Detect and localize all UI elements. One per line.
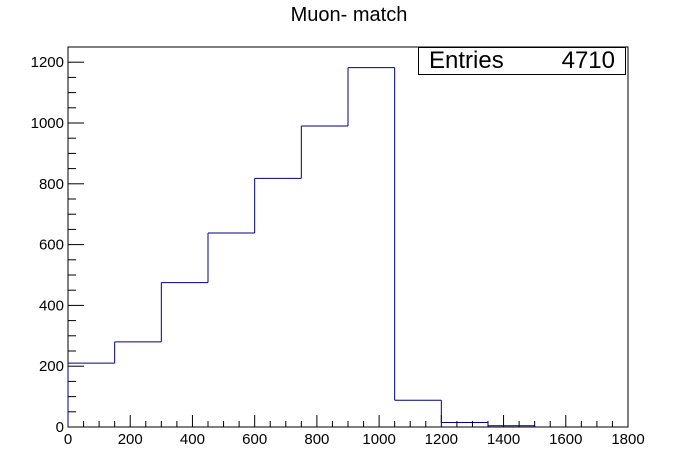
y-tick-label: 1200 <box>31 54 64 71</box>
x-tick-label: 1000 <box>362 431 395 448</box>
x-tick-label: 800 <box>304 431 329 448</box>
stats-label: Entries <box>429 47 504 74</box>
y-tick-label: 600 <box>39 237 64 254</box>
x-tick-label: 400 <box>180 431 205 448</box>
y-tick-label: 800 <box>39 176 64 193</box>
x-tick-label: 200 <box>118 431 143 448</box>
y-tick-label: 1000 <box>31 115 64 132</box>
x-tick-label: 1800 <box>611 431 644 448</box>
stats-box: Entries 4710 <box>418 47 626 75</box>
x-tick-label: 0 <box>64 431 72 448</box>
y-tick-label: 200 <box>39 358 64 375</box>
stats-value: 4710 <box>561 47 615 74</box>
x-tick-label: 600 <box>242 431 267 448</box>
x-tick-label: 1200 <box>425 431 458 448</box>
y-tick-label: 0 <box>56 419 64 436</box>
x-tick-label: 1400 <box>487 431 520 448</box>
chart-title: Muon- match <box>290 4 408 26</box>
y-tick-label: 400 <box>39 297 64 314</box>
x-tick-label: 1600 <box>549 431 582 448</box>
